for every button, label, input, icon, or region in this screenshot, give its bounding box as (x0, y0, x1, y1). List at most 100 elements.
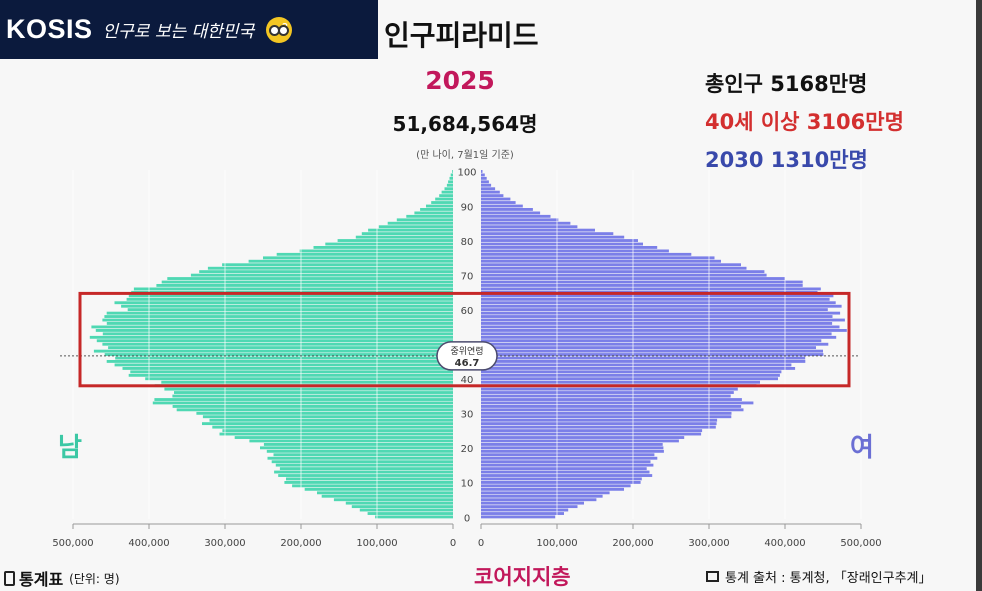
male-bar (152, 401, 454, 405)
female-bar (481, 311, 841, 315)
female-bar (481, 266, 747, 270)
age-tick-label: 10 (461, 479, 474, 490)
male-bar (93, 349, 454, 353)
male-bar (406, 214, 453, 218)
female-bar (481, 297, 830, 301)
male-label: 남 (58, 433, 82, 463)
female-bar (481, 273, 767, 277)
female-bar (481, 394, 731, 398)
table-link[interactable]: 통계표 (단위: 명) (4, 566, 120, 590)
female-bar (481, 418, 718, 422)
female-bar (481, 349, 823, 353)
female-bar (481, 401, 754, 405)
male-bar (313, 246, 453, 249)
source-link[interactable]: 통계 출처 : 통계청, 「장래인구추계」 (706, 567, 932, 586)
female-bar (481, 373, 780, 377)
female-bar (481, 270, 765, 274)
note-2030: 2030 1310만명 (705, 148, 868, 172)
male-bar (431, 201, 453, 204)
female-bar (481, 405, 742, 408)
male-bar (176, 408, 453, 412)
female-bar (481, 239, 638, 242)
source-label: 통계 출처 : 통계청, 「장래인구추계」 (725, 571, 932, 586)
female-bar (481, 439, 679, 443)
male-bar (420, 208, 453, 211)
male-bar (263, 256, 453, 260)
female-bar (481, 467, 647, 471)
male-bar (121, 304, 453, 308)
female-bar (481, 387, 738, 391)
clipboard-icon (4, 570, 15, 586)
age-tick-label: 100 (457, 168, 476, 179)
male-bar (202, 422, 453, 426)
female-bar (481, 356, 806, 360)
female-bar (481, 498, 597, 502)
male-bar (361, 232, 453, 236)
female-bar (481, 515, 556, 519)
male-bar (164, 387, 453, 391)
male-bar (378, 225, 453, 229)
female-bar (481, 332, 832, 336)
female-bar (481, 436, 685, 439)
kosis-logo: KOSIS (6, 14, 93, 44)
table-link-label: 통계표 (19, 570, 64, 589)
male-bar (167, 277, 454, 280)
male-bar (286, 477, 453, 481)
female-bar (481, 252, 692, 256)
female-bar (481, 363, 792, 367)
male-bar (106, 360, 453, 363)
female-bar (481, 391, 734, 394)
male-bar (435, 197, 453, 201)
age-tick-label: 80 (461, 237, 474, 248)
male-bar (104, 315, 454, 318)
male-bar (96, 339, 454, 343)
male-bar (284, 481, 453, 484)
female-bar (481, 322, 833, 325)
male-bar (133, 287, 453, 291)
male-bar (279, 467, 453, 471)
female-bar (481, 190, 500, 194)
female-bar (481, 208, 533, 211)
male-x-tick-label: 300,000 (204, 538, 245, 549)
male-bar (299, 249, 453, 253)
female-bar (481, 256, 715, 260)
male-bar (91, 325, 454, 329)
male-bar (145, 377, 453, 381)
male-bar (444, 187, 453, 191)
male-x-tick-label: 500,000 (52, 538, 93, 549)
male-bar (130, 370, 454, 374)
female-bar (481, 197, 511, 201)
female-bar (481, 474, 653, 477)
male-bar (161, 380, 454, 384)
female-bar (481, 367, 796, 370)
age-tick-label: 0 (464, 513, 470, 524)
male-bar (202, 415, 453, 419)
male-bar (345, 501, 453, 505)
male-bar (375, 515, 453, 519)
year-block: 2025 (0, 66, 920, 95)
male-bar (199, 270, 453, 274)
female-bar (481, 360, 806, 363)
male-bar (368, 228, 453, 232)
female-bar (481, 422, 717, 426)
male-bar (351, 505, 453, 509)
male-bar (452, 170, 453, 173)
female-bar (481, 335, 837, 339)
age-tick-label: 60 (461, 306, 474, 317)
female-bar (481, 339, 822, 343)
female-bar (481, 380, 760, 384)
female-bar (481, 481, 641, 484)
age-tick-label: 90 (461, 202, 474, 213)
female-bar (481, 183, 492, 187)
age-tick-label: 40 (461, 375, 474, 386)
female-bar (481, 484, 631, 488)
female-bar (481, 432, 702, 436)
page-title: 인구피라미드 (384, 19, 539, 52)
male-bar (95, 329, 454, 332)
age-tick-label: 30 (461, 410, 474, 421)
female-bar (481, 284, 803, 287)
female-bar (481, 259, 721, 263)
male-bar (172, 405, 453, 408)
note-total: 총인구 5168만명 (705, 72, 868, 96)
median-age-badge (436, 341, 498, 371)
